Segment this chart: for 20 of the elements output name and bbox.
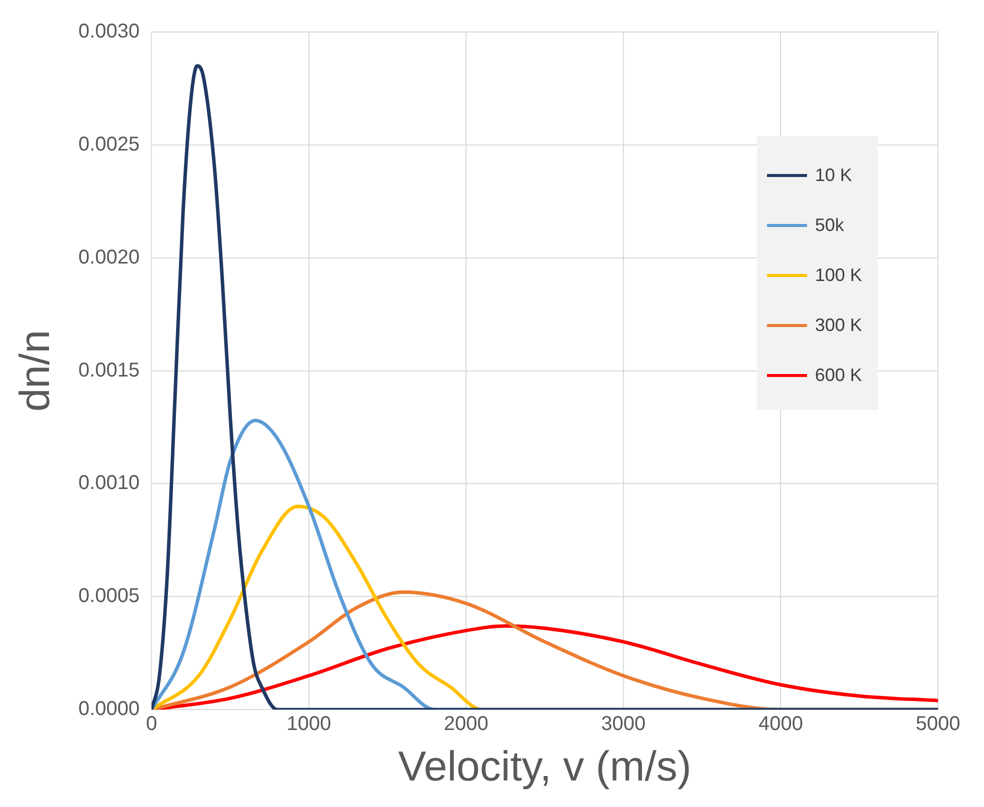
legend-label: 10 K	[814, 164, 852, 186]
x-axis-title: Velocity, v (m/s)	[398, 742, 692, 790]
y-tick-label: 0.0025	[78, 133, 140, 156]
y-tick-label: 0.0000	[78, 698, 140, 720]
x-tick-label: 4000	[758, 713, 803, 736]
y-tick-label: 0.0005	[78, 585, 140, 608]
y-tick-label: 0.0030	[78, 20, 140, 43]
x-tick-label: 0	[146, 713, 158, 736]
legend-label: 600 K	[814, 364, 862, 386]
x-tick-label: 2000	[444, 713, 488, 736]
y-tick-label: 0.0020	[78, 246, 140, 268]
legend-label: 100 K	[814, 264, 862, 286]
legend-label: 300 K	[814, 314, 862, 336]
x-tick-label: 3000	[601, 713, 646, 736]
x-tick-label: 5000	[916, 713, 960, 736]
x-tick-label: 1000	[286, 713, 332, 736]
legend-label: 50k	[814, 214, 844, 236]
y-axis-title: dn/n	[10, 330, 58, 412]
y-tick-label: 0.0010	[78, 472, 140, 494]
y-tick-label: 0.0015	[78, 359, 140, 382]
